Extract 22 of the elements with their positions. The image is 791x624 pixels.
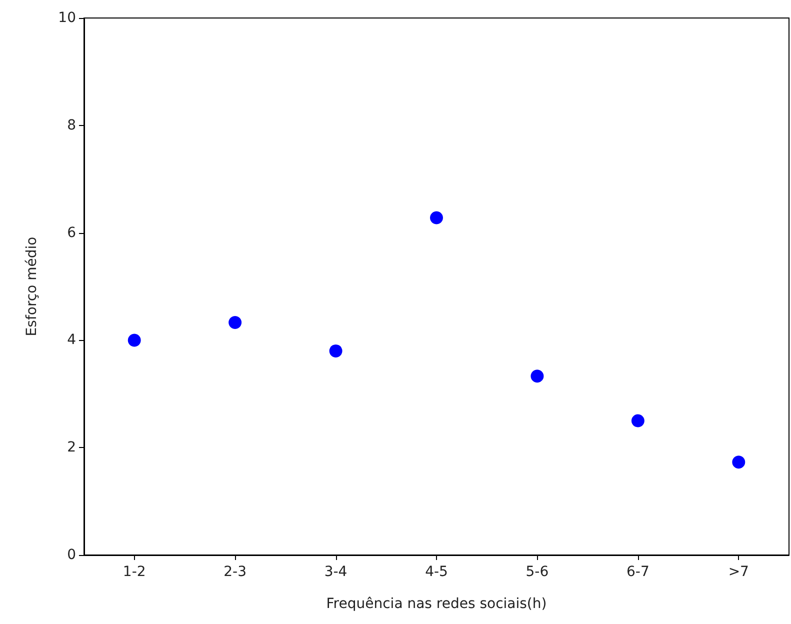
point: [631, 414, 644, 428]
point: [329, 344, 342, 358]
x-tick-label: 1-2: [122, 564, 146, 580]
x-tick-label: 5-6: [526, 564, 549, 580]
y-tick-label: 10: [58, 10, 76, 26]
x-tick-label: 3-4: [324, 564, 348, 580]
point: [128, 334, 141, 347]
y-tick-label: 2: [67, 440, 76, 456]
y-axis-title: Esforço médio: [24, 236, 40, 336]
y-tick-label: 4: [67, 332, 76, 348]
point: [430, 211, 443, 224]
y-tick-label: 6: [67, 224, 76, 241]
point: [732, 456, 746, 469]
x-tick-label: 4-5: [425, 564, 448, 580]
x-axis-title: Frequência nas redes sociais(h): [326, 596, 547, 612]
y-tick-label: 0: [67, 547, 76, 563]
x-tick-label: 6-7: [626, 564, 650, 580]
y-tick-label: 8: [67, 117, 76, 134]
x-tick-label: 2-3: [224, 564, 247, 580]
x-tick-label: >7: [728, 564, 749, 580]
point: [228, 316, 242, 329]
point: [530, 370, 544, 383]
